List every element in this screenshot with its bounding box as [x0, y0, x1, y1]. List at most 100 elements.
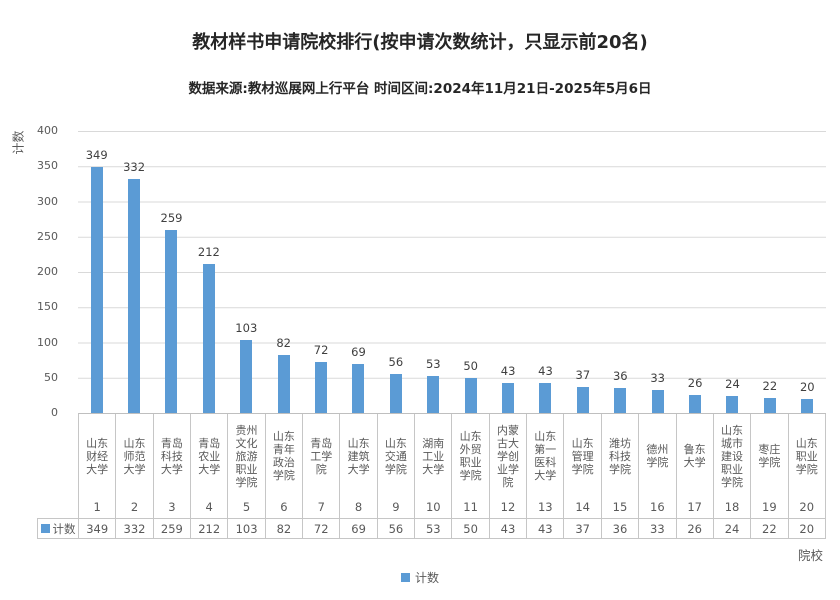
bar-value-label: 43	[500, 363, 516, 378]
category-rank: 1	[93, 500, 101, 514]
bar	[464, 377, 477, 413]
category-label: 山东青年政治学院	[272, 430, 295, 482]
x-axis-title: 院校	[798, 548, 824, 563]
bar	[502, 382, 515, 413]
category-row: 山东财经大学 1 山东师范大学 2 青岛科技大学 3 青岛农业大学 4 贵州文化旅游职业学院 5 山…	[78, 413, 826, 518]
category-label: 山东师范大学	[123, 436, 146, 476]
bar-value-label: 53	[425, 356, 441, 371]
bar-value-label: 349	[85, 147, 108, 162]
category-label: 青岛农业大学	[198, 436, 221, 476]
plot-area: 349 332 259 212 103 82 72 69 56 53 50 43 43 37 36 33 26 2…	[78, 131, 826, 413]
category-rank: 17	[687, 500, 702, 514]
y-tick-label: 300	[37, 194, 58, 208]
category-label: 贵州文化旅游职业学院	[235, 423, 258, 489]
chart-legend: 计数	[0, 569, 840, 586]
bar-column: 259	[153, 131, 190, 413]
bar	[128, 178, 141, 413]
count-cell: 43	[527, 519, 565, 538]
bar	[277, 355, 290, 413]
category-cell: 山东交通学院 9	[378, 414, 416, 518]
bar-column: 349	[78, 131, 115, 413]
count-cell: 43	[490, 519, 528, 538]
category-cell: 山东职业学院 20	[789, 414, 826, 518]
bar	[427, 375, 440, 413]
category-rank: 15	[612, 500, 628, 514]
count-cell: 72	[303, 519, 341, 538]
category-cell: 青岛工学院 7	[303, 414, 341, 518]
y-tick-label: 350	[37, 159, 58, 173]
category-rank: 18	[724, 500, 740, 514]
bar-column: 43	[489, 131, 526, 413]
y-tick-label: 200	[37, 265, 58, 278]
count-cell: 50	[452, 519, 490, 538]
bar-column: 56	[377, 131, 414, 413]
bar-column: 72	[302, 131, 339, 413]
bar-value-label: 259	[160, 211, 183, 226]
bar-column: 37	[564, 131, 601, 413]
category-label: 德州学院	[646, 443, 669, 469]
bar-value-label: 69	[351, 345, 366, 360]
bar-column: 332	[115, 131, 152, 413]
bar-column: 212	[190, 131, 227, 413]
count-cell: 82	[266, 519, 304, 538]
count-cell: 69	[340, 519, 378, 538]
bar	[651, 389, 664, 413]
category-label: 鲁东大学	[683, 443, 706, 469]
category-label: 山东财经大学	[86, 436, 109, 476]
bar-value-label: 22	[762, 378, 778, 393]
count-cell: 22	[751, 519, 789, 538]
category-rank: 9	[392, 500, 400, 514]
y-tick-label: 50	[44, 370, 58, 384]
bar	[576, 386, 589, 413]
category-rank: 5	[242, 500, 251, 514]
bar	[689, 394, 702, 413]
count-cell: 37	[564, 519, 602, 538]
bar	[389, 373, 402, 413]
chart-title: 教材样书申请院校排行(按申请次数统计，只显示前20名)	[192, 32, 648, 53]
y-tick-label: 400	[37, 124, 58, 137]
bar-column: 50	[452, 131, 489, 413]
bar-value-label: 332	[123, 159, 146, 174]
bar-value-label: 37	[575, 367, 591, 382]
category-cell: 山东管理学院 14	[564, 414, 602, 518]
category-rank: 2	[130, 500, 139, 514]
bar-column: 43	[527, 131, 564, 413]
category-cell: 山东财经大学 1	[79, 414, 117, 518]
bar	[614, 387, 627, 413]
bar-column: 69	[340, 131, 377, 413]
category-cell: 山东城市建设职业学院 18	[714, 414, 752, 518]
category-cell: 山东外贸职业学院 11	[452, 414, 490, 518]
legend-color-swatch	[400, 573, 410, 582]
bar	[90, 166, 103, 413]
bar-value-label: 72	[313, 343, 329, 358]
bar-value-label: 103	[235, 321, 258, 336]
count-cell: 20	[789, 519, 826, 538]
category-cell: 山东师范大学 2	[116, 414, 154, 518]
category-cell: 枣庄学院 19	[751, 414, 789, 518]
bar	[352, 364, 365, 413]
count-row-label: 计数	[52, 521, 76, 536]
count-row: 计数 349 332 259 212 103 82 72 69 56 53 50 43 43 37 36 33…	[37, 518, 826, 539]
bar	[315, 362, 328, 413]
bar	[539, 382, 552, 413]
bar	[763, 397, 776, 413]
count-cell: 33	[639, 519, 677, 538]
category-cell: 潍坊科技学院 15	[602, 414, 640, 518]
count-cell: 24	[714, 519, 752, 538]
bar-column: 53	[415, 131, 452, 413]
category-rank: 20	[799, 500, 815, 514]
count-cell: 26	[677, 519, 714, 538]
chart-subtitle: 数据来源:教材巡展网上行平台 时间区间:2024年11月21日-2025年5月6…	[188, 81, 652, 97]
category-label: 山东建筑大学	[347, 436, 370, 476]
bar-value-label: 36	[612, 368, 628, 383]
category-rank: 19	[762, 500, 777, 514]
bar-value-label: 212	[197, 244, 220, 259]
bar-value-label: 24	[725, 377, 740, 392]
bar	[165, 230, 178, 413]
category-label: 内蒙古大学创业学院	[496, 423, 519, 489]
category-rank: 7	[317, 500, 325, 514]
bar-value-label: 20	[799, 379, 815, 394]
bar-column: 26	[676, 131, 713, 413]
bar-column: 20	[789, 131, 826, 413]
